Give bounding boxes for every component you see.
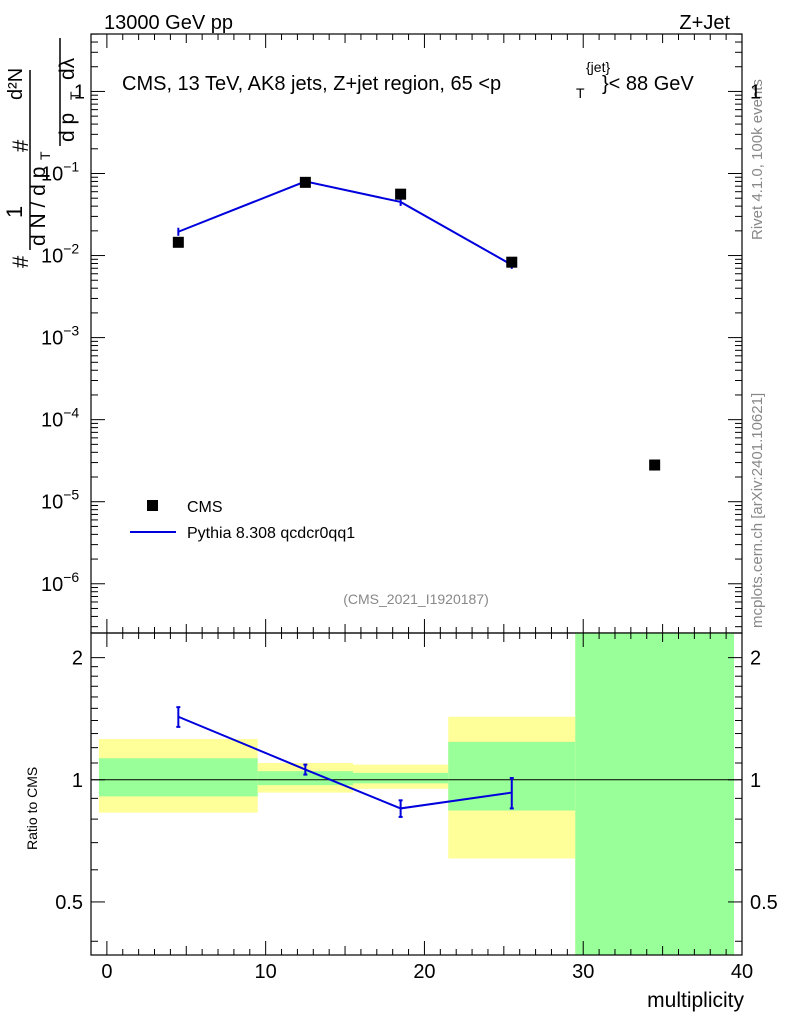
top-mc-series	[177, 177, 513, 269]
x-tick-label: 10	[255, 961, 277, 983]
title-sup: {jet}	[586, 59, 610, 75]
top-axis-ticks	[90, 33, 743, 633]
ratio-band-inner	[352, 772, 449, 784]
data-point	[649, 459, 661, 471]
bottom-panel-frame	[90, 632, 743, 956]
ylabel-dlambda: dλ	[56, 57, 79, 80]
data-point	[506, 256, 518, 268]
data-point	[172, 236, 184, 248]
ylabel-hash-1: #	[8, 255, 33, 268]
ylabel-hash-2: #	[8, 139, 33, 152]
x-tick-label: 20	[413, 961, 435, 983]
bottom-y-tick-label-right: 2	[750, 648, 761, 670]
top-y-tick-labels: 1 10−1 10−2 10−3 10−4 10−5 10−6 1	[41, 81, 761, 595]
header-right: Z+Jet	[679, 12, 730, 34]
legend-cms-label: CMS	[187, 499, 223, 516]
ylabel-dpt: d p	[56, 113, 79, 142]
ratio-band-inner	[575, 633, 735, 955]
ylabel-one: 1	[2, 206, 27, 218]
ylabel-dpt-sub: T	[67, 91, 83, 100]
ylabel-dn-dpt: d N / d p	[27, 167, 50, 246]
ylabel-dn-dpt-sub: T	[37, 151, 53, 160]
title-end: }< 88 GeV	[602, 73, 694, 95]
bottom-y-tick-label-right: 1	[750, 770, 761, 792]
header-left: 13000 GeV pp	[104, 12, 233, 34]
ratio-band-inner	[98, 758, 258, 797]
top-y-tick-label-right: 1	[750, 81, 761, 103]
x-tick-label: 0	[101, 961, 112, 983]
top-y-tick-label: 10−5	[41, 487, 79, 514]
ylabel-d2n: d²N	[5, 68, 27, 100]
mc-line	[177, 180, 513, 266]
top-y-tick-label: 10−3	[41, 323, 79, 350]
bottom-axis-ticks	[90, 633, 743, 955]
top-y-tick-label: 10−6	[41, 569, 79, 596]
ratio-band-inner	[257, 771, 353, 786]
bottom-y-tick-label-right: 0.5	[750, 892, 778, 914]
data-point	[395, 188, 407, 200]
x-tick-label: 40	[731, 961, 753, 983]
data-point	[299, 176, 311, 188]
legend: CMS Pythia 8.308 qcdcr0qq1	[130, 499, 355, 542]
rivet-label: Rivet 4.1.0, 100k events	[749, 79, 766, 240]
bottom-y-tick-labels: 2 2 1 1 0.5 0.5	[55, 648, 778, 914]
top-panel-frame	[90, 33, 743, 634]
top-y-tick-label: 10−2	[41, 241, 79, 268]
x-tick-labels: 0 10 20 30 40	[101, 961, 753, 983]
bottom-y-tick-label-left: 1	[72, 770, 83, 792]
plot-title: CMS, 13 TeV, AK8 jets, Z+jet region, 65 …	[122, 59, 694, 101]
top-y-tick-label: 1	[74, 81, 85, 103]
x-tick-label: 30	[572, 961, 594, 983]
bottom-y-tick-label-left: 2	[72, 648, 83, 670]
analysis-id: (CMS_2021_I1920187)	[343, 591, 489, 607]
top-y-axis-label: # 1 d N / d p T # d²N d p T dλ	[2, 38, 83, 268]
x-axis-label: multiplicity	[647, 989, 744, 1012]
ratio-mc-series	[176, 706, 514, 818]
title-sub: T	[576, 85, 585, 101]
top-data-series	[172, 176, 661, 471]
bottom-y-axis-label: Ratio to CMS	[24, 767, 40, 850]
legend-mc-label: Pythia 8.308 qcdcr0qq1	[187, 525, 355, 542]
bottom-y-tick-label-left: 0.5	[55, 892, 83, 914]
ratio-bands	[98, 633, 735, 955]
ratio-mc-line	[177, 715, 512, 810]
title-main: CMS, 13 TeV, AK8 jets, Z+jet region, 65 …	[122, 73, 501, 95]
top-y-tick-label: 10−1	[41, 158, 79, 185]
top-y-tick-label: 10−4	[41, 405, 79, 432]
mcplots-label: mcplots.cern.ch [arXiv:2401.10621]	[749, 393, 766, 628]
legend-cms-marker	[147, 500, 158, 511]
